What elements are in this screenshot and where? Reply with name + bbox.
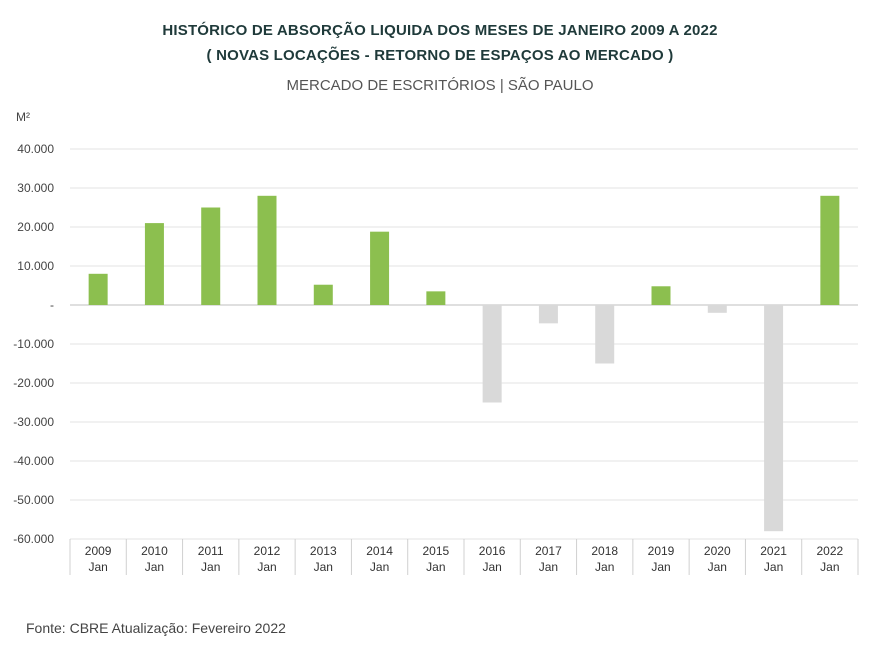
x-tick-label-year: 2016	[479, 544, 506, 558]
bar	[313, 284, 333, 305]
bar	[707, 305, 727, 313]
y-tick-label: -20.000	[13, 376, 54, 390]
y-tick-label: 40.000	[17, 142, 54, 156]
x-tick-label-month: Jan	[764, 560, 783, 574]
x-tick-label-year: 2019	[648, 544, 675, 558]
x-tick-label-month: Jan	[88, 560, 107, 574]
x-tick-label-month: Jan	[314, 560, 333, 574]
bar	[595, 305, 615, 364]
y-axis-unit: M²	[16, 110, 30, 124]
bar	[651, 286, 671, 305]
y-tick-label: -40.000	[13, 454, 54, 468]
chart-subtitle: ( NOVAS LOCAÇÕES - RETORNO DE ESPAÇOS AO…	[206, 47, 674, 64]
bar	[370, 231, 390, 305]
x-tick-label-year: 2009	[85, 544, 112, 558]
x-tick-label-year: 2013	[310, 544, 337, 558]
y-tick-label: -60.000	[13, 532, 54, 546]
x-tick-label-month: Jan	[539, 560, 558, 574]
x-tick-label-month: Jan	[651, 560, 670, 574]
x-tick-label-year: 2018	[591, 544, 618, 558]
x-tick-label-year: 2010	[141, 544, 168, 558]
bar	[201, 207, 221, 305]
y-tick-label: -	[50, 298, 54, 312]
bar	[538, 305, 558, 324]
x-tick-label-month: Jan	[426, 560, 445, 574]
bar	[820, 195, 840, 305]
x-tick-label-month: Jan	[370, 560, 389, 574]
x-tick-label-year: 2015	[423, 544, 450, 558]
bar	[144, 223, 164, 305]
chart-title: HISTÓRICO DE ABSORÇÃO LIQUIDA DOS MESES …	[162, 22, 718, 39]
y-tick-label: -30.000	[13, 415, 54, 429]
x-tick-label-month: Jan	[201, 560, 220, 574]
y-tick-label: -50.000	[13, 493, 54, 507]
x-tick-label-year: 2022	[817, 544, 844, 558]
x-tick-label-month: Jan	[595, 560, 614, 574]
bar	[426, 291, 446, 305]
bar-chart: 40.000 30.000 20.000 10.000 - -10.000 -20.000 -…	[13, 142, 859, 575]
source-footer: Fonte: CBRE Atualização: Fevereiro 2022	[26, 620, 286, 636]
y-tick-label: 20.000	[17, 220, 54, 234]
x-tick-label-month: Jan	[257, 560, 276, 574]
x-tick-label-year: 2014	[366, 544, 393, 558]
y-tick-label: -10.000	[13, 337, 54, 351]
y-tick-label: 10.000	[17, 259, 54, 273]
x-tick-label-year: 2012	[254, 544, 281, 558]
x-tick-label-month: Jan	[708, 560, 727, 574]
x-tick-label-month: Jan	[482, 560, 501, 574]
bar	[88, 273, 108, 305]
y-tick-label: 30.000	[17, 181, 54, 195]
market-subtitle: MERCADO DE ESCRITÓRIOS | SÃO PAULO	[286, 77, 594, 94]
x-tick-label-year: 2017	[535, 544, 562, 558]
x-tick-label-month: Jan	[820, 560, 839, 574]
bar	[257, 195, 277, 305]
bar	[482, 305, 502, 403]
bar	[764, 305, 784, 532]
x-tick-label-year: 2011	[198, 544, 224, 558]
x-tick-label-year: 2021	[760, 544, 787, 558]
x-tick-label-month: Jan	[145, 560, 164, 574]
x-tick-label-year: 2020	[704, 544, 731, 558]
